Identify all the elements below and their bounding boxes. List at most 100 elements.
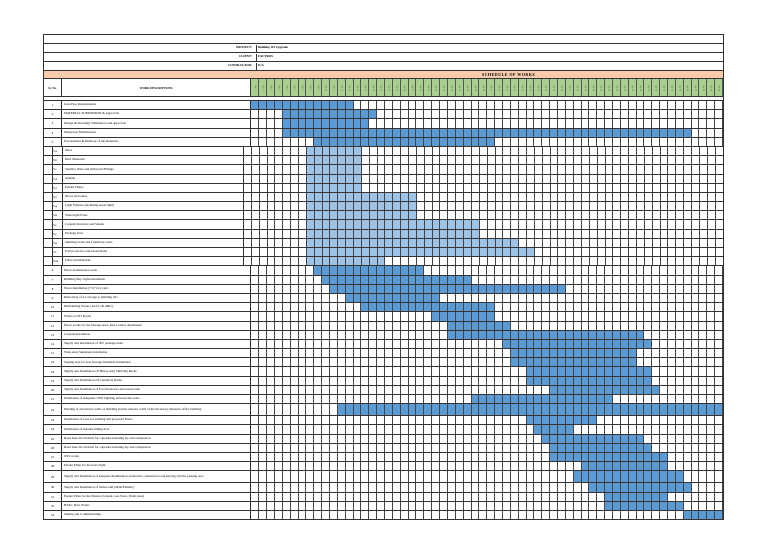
timeline-cell bbox=[393, 156, 402, 165]
timeline-cell bbox=[416, 293, 425, 303]
timeline-cell bbox=[707, 434, 716, 443]
timeline-cell bbox=[440, 293, 448, 303]
timeline-cell bbox=[401, 156, 410, 165]
timeline-cell bbox=[322, 165, 331, 174]
task-row: 5.m Paint and Materials bbox=[43, 257, 724, 267]
timeline-cell bbox=[652, 339, 661, 349]
timeline-cell bbox=[290, 101, 299, 110]
timeline-cell bbox=[637, 312, 645, 321]
timeline-cell bbox=[503, 483, 511, 492]
timeline-cell bbox=[510, 358, 519, 367]
timeline-cell bbox=[268, 229, 276, 238]
timeline-cell bbox=[653, 165, 661, 174]
timeline-cell bbox=[558, 110, 566, 119]
timeline-cell bbox=[393, 330, 401, 339]
timeline-cell bbox=[620, 339, 629, 349]
timeline-cell bbox=[393, 220, 402, 229]
timeline-cell bbox=[447, 303, 456, 312]
timeline-cell bbox=[637, 425, 645, 434]
timeline-cell bbox=[598, 238, 606, 247]
timeline-cell bbox=[291, 462, 299, 471]
timeline-cell bbox=[409, 192, 417, 202]
timeline-cell bbox=[503, 376, 511, 385]
timeline-cell bbox=[456, 211, 465, 220]
timeline-cell bbox=[620, 452, 629, 462]
timeline-cell bbox=[620, 385, 629, 394]
task-timeline bbox=[244, 257, 723, 266]
timeline-cell bbox=[322, 471, 331, 483]
timeline-cell bbox=[574, 257, 582, 266]
timeline-cell bbox=[409, 358, 417, 367]
timeline-cell bbox=[480, 211, 488, 220]
timeline-cell bbox=[337, 284, 346, 293]
timeline-cell bbox=[424, 385, 433, 394]
timeline-cell bbox=[558, 183, 567, 192]
timeline-cell bbox=[433, 211, 441, 220]
timeline-cell bbox=[283, 510, 291, 520]
timeline-cell bbox=[275, 137, 283, 146]
timeline-cell bbox=[377, 293, 386, 303]
timeline-cell bbox=[369, 238, 378, 247]
timeline-cell bbox=[691, 510, 700, 520]
timeline-cell bbox=[558, 248, 567, 257]
timeline-cell bbox=[636, 452, 645, 462]
timeline-cell bbox=[707, 110, 716, 119]
task-sub-number: 5.j bbox=[52, 229, 63, 238]
timeline-cell bbox=[259, 275, 268, 284]
timeline-cell bbox=[291, 404, 299, 416]
timeline-cell bbox=[652, 349, 661, 358]
timeline-cell bbox=[637, 349, 645, 358]
timeline-cell bbox=[322, 404, 331, 416]
timeline-cell bbox=[487, 312, 496, 321]
timeline-cell bbox=[448, 471, 456, 483]
timeline-cell bbox=[676, 202, 685, 211]
timeline-cell bbox=[668, 312, 676, 321]
timeline-cell bbox=[268, 211, 276, 220]
timeline-cell bbox=[464, 425, 472, 434]
timeline-cell bbox=[613, 110, 621, 119]
timeline-cell bbox=[416, 312, 425, 321]
timeline-cell bbox=[613, 248, 622, 257]
timeline-cell bbox=[345, 275, 354, 284]
timeline-cell bbox=[668, 165, 677, 174]
task-row: 5.i Carpark Structure and Shades bbox=[43, 220, 724, 230]
timeline-cell bbox=[503, 471, 511, 483]
timeline-cell bbox=[612, 452, 621, 462]
timeline-cell bbox=[369, 452, 378, 462]
timeline-cell bbox=[613, 257, 622, 266]
timeline-cell bbox=[620, 404, 629, 416]
timeline-cell bbox=[251, 452, 260, 462]
timeline-cell bbox=[535, 248, 543, 257]
timeline-cell bbox=[707, 483, 716, 492]
timeline-cell bbox=[455, 128, 464, 137]
day-header: Day 25 bbox=[440, 79, 448, 96]
timeline-cell bbox=[620, 376, 629, 385]
timeline-cell bbox=[322, 192, 331, 202]
timeline-cell bbox=[291, 137, 299, 146]
timeline-cell bbox=[503, 229, 512, 238]
timeline-cell bbox=[369, 416, 378, 425]
day-header: Day 29 bbox=[471, 79, 480, 96]
task-description: Shelving racks and Cantilever racks bbox=[63, 238, 244, 247]
timeline-cell bbox=[582, 483, 590, 492]
timeline-cell bbox=[715, 425, 723, 434]
timeline-cell bbox=[393, 443, 401, 452]
timeline-cell bbox=[314, 425, 323, 434]
timeline-cell bbox=[322, 425, 331, 434]
timeline-cell bbox=[699, 358, 708, 367]
timeline-cell bbox=[715, 275, 723, 284]
timeline-cell bbox=[487, 110, 496, 119]
timeline-cell bbox=[400, 137, 409, 146]
timeline-cell bbox=[251, 330, 260, 339]
timeline-cell bbox=[598, 248, 606, 257]
timeline-cell bbox=[275, 367, 283, 376]
task-timeline bbox=[251, 501, 723, 510]
day-header: Day 26 bbox=[447, 79, 456, 96]
timeline-cell bbox=[543, 220, 551, 229]
timeline-cell bbox=[291, 220, 300, 229]
timeline-cell bbox=[598, 257, 606, 266]
timeline-cell bbox=[605, 358, 613, 367]
timeline-cell bbox=[606, 220, 614, 229]
timeline-cell bbox=[605, 367, 613, 376]
timeline-cell bbox=[472, 425, 480, 434]
